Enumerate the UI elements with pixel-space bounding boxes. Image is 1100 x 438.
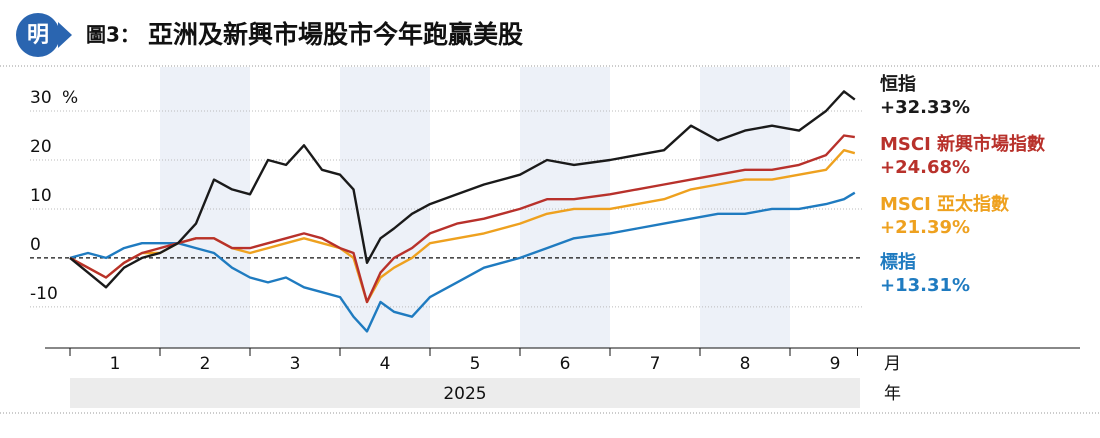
value-label: +24.68% xyxy=(880,157,970,178)
y-tick-label: 30 xyxy=(30,88,52,108)
value-label: +32.33% xyxy=(880,97,970,118)
year-unit: 年 xyxy=(884,384,901,404)
legend-name: 恒指 xyxy=(880,73,916,95)
month-band xyxy=(340,67,430,348)
x-axis-unit: 月 xyxy=(884,354,901,374)
x-tick-label: 6 xyxy=(560,354,571,374)
month-band xyxy=(520,67,610,348)
legend: 恒指+32.33% MSCI 新興市場指數+24.68% MSCI 亞太指數+21.… xyxy=(880,73,1045,296)
year-bar xyxy=(70,378,860,408)
series-line xyxy=(69,90,856,289)
x-tick-label: 8 xyxy=(740,354,751,374)
x-tick-label: 3 xyxy=(290,354,301,374)
y-axis-unit: % xyxy=(62,88,78,108)
logo: 明 xyxy=(27,23,49,48)
y-tick-label: 10 xyxy=(30,186,52,206)
year: 2025 xyxy=(443,384,486,404)
month-bands xyxy=(160,67,790,348)
legend-name: MSCI 新興市場指數 xyxy=(880,133,1045,155)
month-band xyxy=(700,67,790,348)
x-tick-label: 7 xyxy=(650,354,661,374)
legend-name: 標指 xyxy=(880,251,916,273)
axis: 1 2 3 4 5 6 7 8 9 xyxy=(45,347,1080,374)
value-label: +21.39% xyxy=(880,217,970,238)
logo-badge xyxy=(16,13,60,57)
x-tick-label: 1 xyxy=(110,354,121,374)
y-tick-label: 0 xyxy=(30,235,41,255)
x-tick-label: 5 xyxy=(470,354,481,374)
series-line xyxy=(69,191,856,333)
y-tick-label: 20 xyxy=(30,137,52,157)
logo-arrow xyxy=(58,22,72,48)
x-tick-label: 4 xyxy=(380,354,391,374)
x-tick-label: 2 xyxy=(200,354,211,374)
grid: 30 % 20 10 0 -10 xyxy=(30,88,862,308)
value-label: +13.31% xyxy=(880,275,970,296)
lines xyxy=(69,90,856,333)
x-tick-label: 9 xyxy=(830,354,841,374)
figure-label: 圖3： xyxy=(86,23,140,47)
legend-name: MSCI 亞太指數 xyxy=(880,193,1009,215)
month-band xyxy=(160,67,250,348)
chart-title: 亞洲及新興市場股市今年跑贏美股 xyxy=(148,20,523,49)
series-line xyxy=(69,134,855,304)
y-tick-label: -10 xyxy=(30,284,58,304)
